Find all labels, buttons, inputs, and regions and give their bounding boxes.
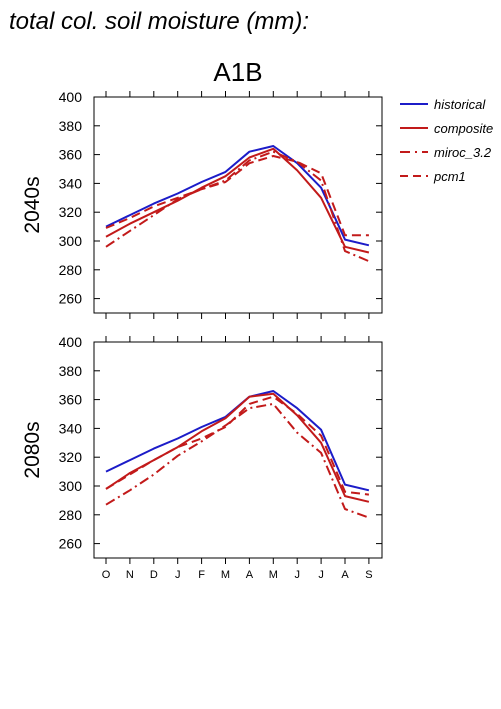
x-tick-label: N — [126, 569, 134, 581]
series-line-composite — [105, 147, 370, 254]
scenario-title: A1B — [213, 57, 262, 87]
x-tick-label: J — [294, 569, 300, 581]
legend-label: pcm1 — [433, 169, 466, 184]
x-tick-label: S — [365, 569, 372, 581]
panel-2080s: 260 280 300 320 340 360 380 400 O N D J F M A M J J A S 2080… — [21, 334, 383, 581]
y-tick-label: 400 — [59, 334, 83, 350]
x-tick-label: A — [341, 569, 349, 581]
y-tick-label: 380 — [59, 118, 83, 134]
figure-title: total col. soil moisture (mm): — [9, 8, 309, 35]
x-tick-label: M — [269, 569, 278, 581]
legend-label: composite — [434, 121, 493, 136]
y-tick-label: 380 — [59, 363, 83, 379]
series-line-composite — [105, 392, 370, 503]
y-tick-label: 300 — [59, 478, 83, 494]
y-tick-label: 260 — [59, 536, 83, 552]
x-tick-label: M — [221, 569, 230, 581]
y-tick-label: 340 — [59, 175, 83, 191]
series-line-miroc-3-2 — [105, 150, 370, 263]
series-line-historical — [105, 145, 370, 247]
legend: historical composite miroc_3.2 pcm1 — [400, 97, 493, 184]
x-tick-label: F — [198, 569, 205, 581]
x-tick-label: J — [175, 569, 181, 581]
y-tick-label: 320 — [59, 449, 83, 465]
y-tick-label: 300 — [59, 233, 83, 249]
panel-row-label: 2080s — [21, 421, 44, 478]
y-tick-label: 280 — [59, 262, 83, 278]
plot-frame — [93, 341, 383, 559]
x-tick-label: J — [318, 569, 324, 581]
legend-label: historical — [434, 97, 486, 112]
x-tick-label: A — [246, 569, 254, 581]
panel-row-label: 2040s — [21, 176, 44, 233]
y-tick-label: 400 — [59, 89, 83, 105]
y-tick-label: 320 — [59, 204, 83, 220]
series-line-pcm1 — [105, 155, 369, 237]
y-tick-label: 260 — [59, 291, 83, 307]
x-tick-label: O — [102, 569, 111, 581]
y-tick-label: 280 — [59, 507, 83, 523]
x-tick-label: D — [150, 569, 158, 581]
y-tick-label: 360 — [59, 392, 83, 408]
series-line-historical — [105, 390, 370, 492]
panel-2040s: 260 280 300 320 340 360 380 400 2040s — [21, 89, 383, 319]
plot-frame — [93, 96, 383, 314]
y-tick-label: 340 — [59, 420, 83, 436]
legend-label: miroc_3.2 — [434, 145, 492, 160]
panels: 260 280 300 320 340 360 380 400 2040s 260 280 300 32… — [21, 89, 383, 581]
y-tick-label: 360 — [59, 147, 83, 163]
